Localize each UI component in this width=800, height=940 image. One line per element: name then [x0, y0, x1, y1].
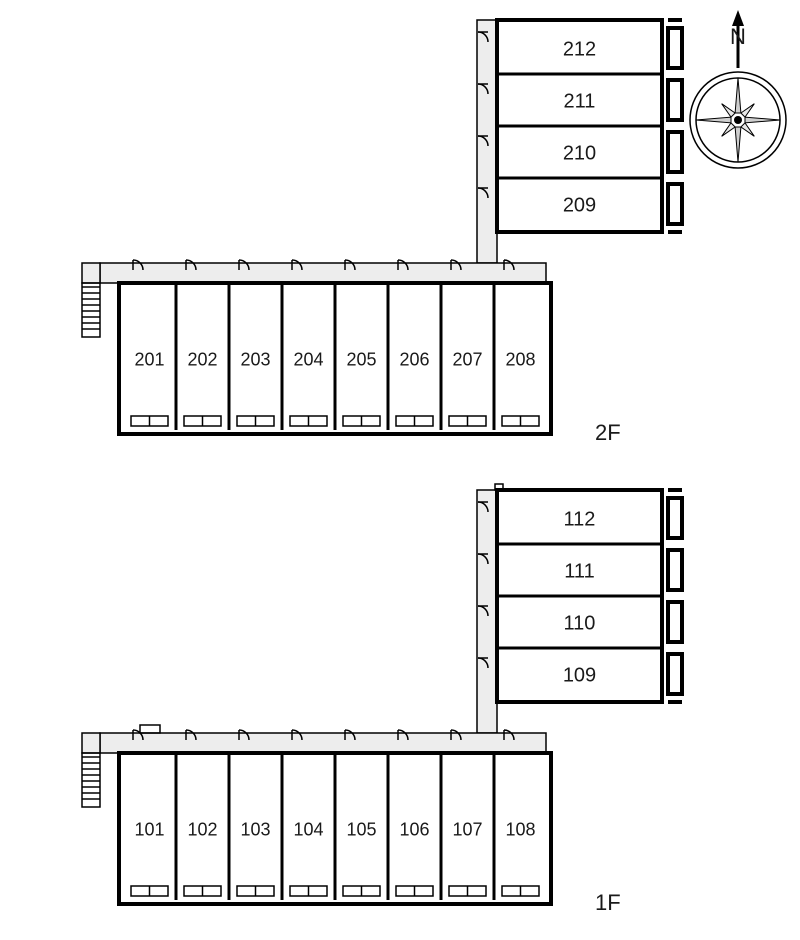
unit-label-102: 102 [187, 819, 217, 839]
unit-label-212: 212 [563, 38, 596, 60]
unit-label-104: 104 [293, 819, 323, 839]
unit-label-203: 203 [240, 349, 270, 369]
unit-label-112: 112 [564, 508, 596, 530]
unit-label-105: 105 [346, 819, 376, 839]
unit-label-109: 109 [563, 664, 596, 686]
floor-label-1F: 1F [595, 890, 621, 915]
unit-label-110: 110 [564, 612, 596, 634]
floor-1F: 101 102 103 104 105 106 107 108 112 111 110 109 1F [82, 484, 682, 915]
unit-label-107: 107 [452, 819, 482, 839]
svg-text:N: N [730, 24, 746, 49]
floor-label-2F: 2F [595, 420, 621, 445]
unit-label-207: 207 [452, 349, 482, 369]
unit-label-211: 211 [564, 90, 596, 112]
unit-label-202: 202 [187, 349, 217, 369]
unit-label-101: 101 [134, 819, 164, 839]
floor-2F: 201 202 203 204 205 206 207 208 212 211 210 209 2F [82, 20, 682, 445]
unit-label-206: 206 [399, 349, 429, 369]
floor-plan-diagram: N 201 202 203 204 205 206 207 208 212 211 210 209 2F 1… [0, 0, 800, 940]
unit-label-204: 204 [293, 349, 323, 369]
unit-label-106: 106 [399, 819, 429, 839]
unit-label-111: 111 [564, 560, 594, 582]
unit-label-208: 208 [505, 349, 535, 369]
unit-label-209: 209 [563, 194, 596, 216]
unit-label-103: 103 [240, 819, 270, 839]
unit-label-201: 201 [134, 349, 164, 369]
unit-label-210: 210 [563, 142, 596, 164]
compass-rose: N [690, 10, 786, 168]
unit-label-205: 205 [346, 349, 376, 369]
unit-label-108: 108 [505, 819, 535, 839]
